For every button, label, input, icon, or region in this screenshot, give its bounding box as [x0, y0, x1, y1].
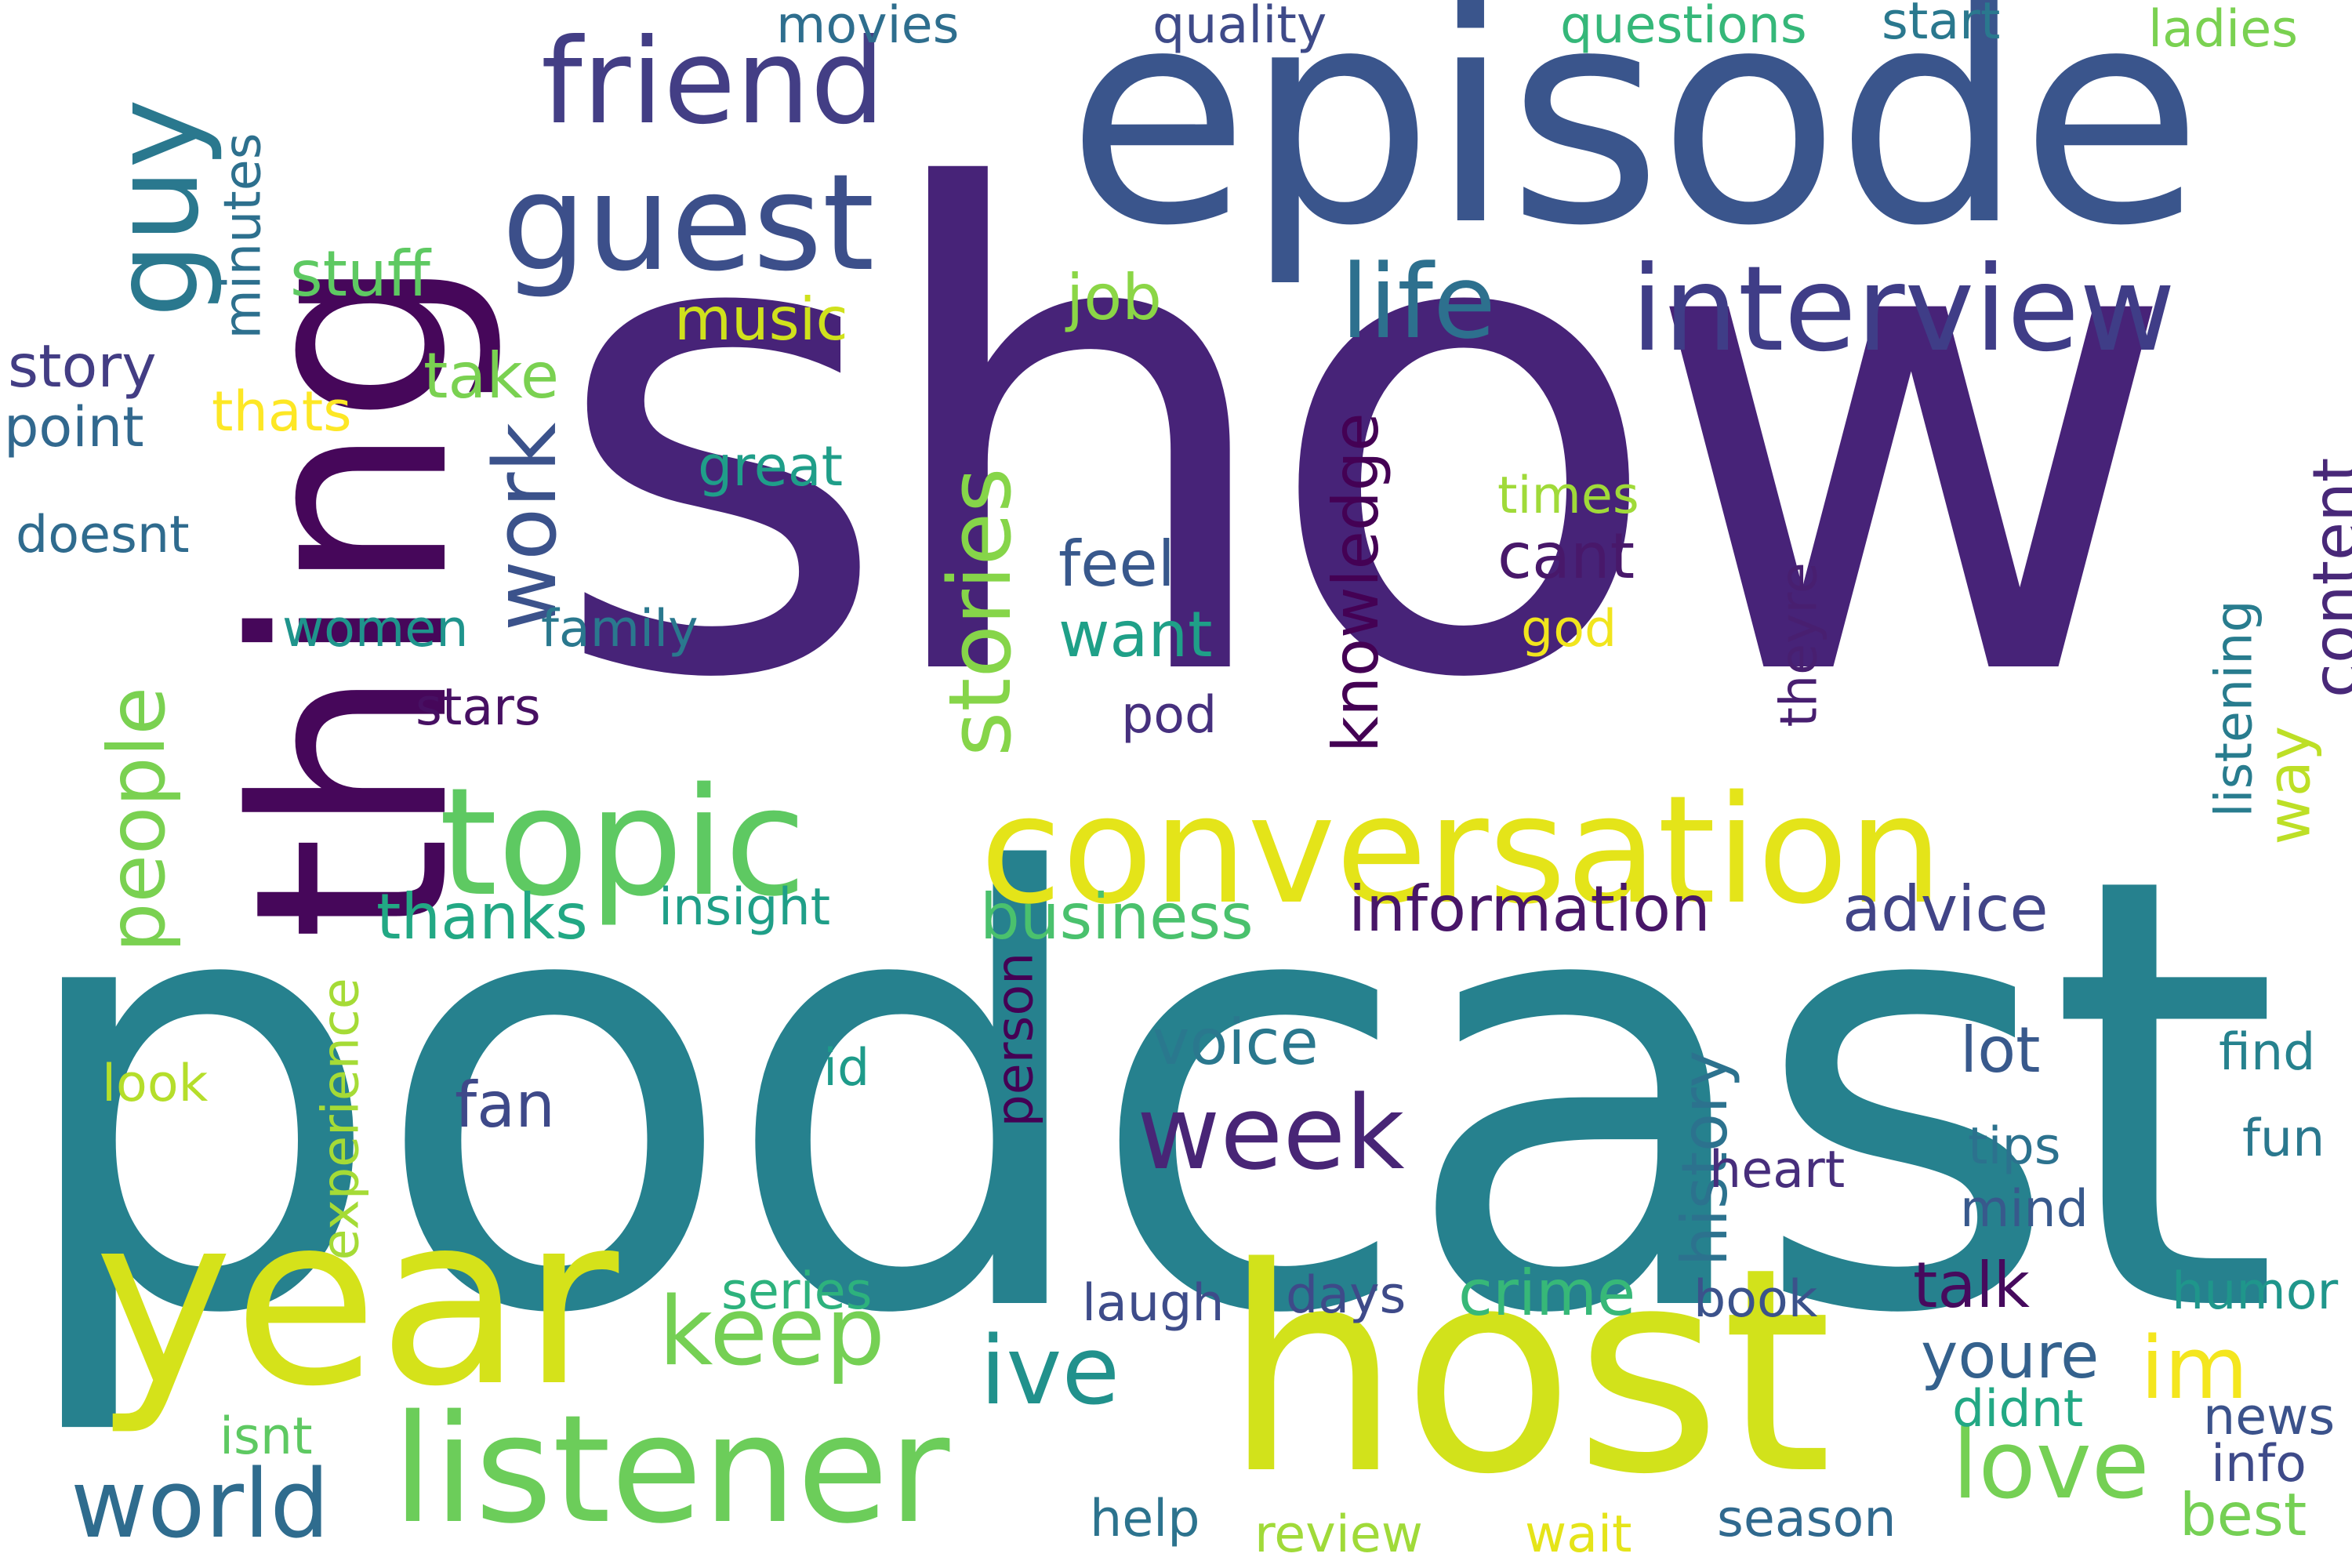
word-business: business [980, 880, 1254, 953]
word-info: info [2211, 1435, 2307, 1494]
word-im: im [2140, 1318, 2249, 1418]
word-show: show [549, 56, 2180, 822]
word-host: host [1223, 1207, 1833, 1536]
word-movies: movies [776, 0, 960, 55]
word-times: times [1497, 466, 1639, 525]
word-work: work [475, 422, 575, 631]
word-minutes: minutes [213, 132, 273, 339]
word-questions: questions [1560, 0, 1807, 55]
word-want: want [1058, 598, 1213, 671]
word-youre: youre [1921, 1319, 2100, 1392]
word-stars: stars [416, 678, 541, 737]
word-music: music [674, 285, 848, 354]
word-laugh: laugh [1082, 1274, 1225, 1333]
word-fun: fun [2242, 1109, 2325, 1168]
word-voice: voice [1152, 1006, 1319, 1079]
word-love: love [1952, 1411, 2150, 1520]
word-humor: humor [2172, 1262, 2339, 1321]
word-friend: friend [541, 14, 885, 151]
word-women: women [282, 600, 469, 659]
word-episode: episode [1066, 0, 2203, 291]
word-theyre: theyre [1769, 562, 1829, 728]
word-look: look [102, 1054, 209, 1113]
word-god: god [1521, 600, 1617, 659]
word-crime: crime [1458, 1257, 1636, 1330]
word-thanks: thanks [376, 880, 588, 953]
word-fan: fan [455, 1069, 555, 1142]
word-content: content [2299, 457, 2352, 698]
word-story: story [8, 332, 157, 401]
word-podcast: podcast [8, 751, 2281, 1444]
word-stuff: stuff [290, 238, 430, 310]
word-find: find [2219, 1023, 2316, 1082]
word-wait: wait [1525, 1505, 1632, 1564]
word-didnt: didnt [1952, 1380, 2084, 1439]
word-history: history [1668, 1050, 1741, 1266]
word-news: news [2203, 1388, 2336, 1446]
word-series: series [721, 1262, 873, 1321]
word-year: year [94, 1164, 619, 1438]
word-family: family [541, 600, 699, 659]
word-ive: ive [980, 1317, 1120, 1426]
word-knowledge: knowledge [1319, 412, 1392, 753]
word-take: take [423, 339, 560, 412]
word-people: people [91, 687, 183, 953]
word-ladies: ladies [2148, 0, 2299, 59]
word-job: job [1066, 261, 1162, 334]
word-season: season [1717, 1490, 1896, 1548]
word-thats: thats [212, 379, 352, 444]
word-person: person [985, 952, 1045, 1127]
word-insight: insight [659, 878, 831, 937]
word-talk: talk [1913, 1249, 2030, 1322]
word-listening: listening [2205, 600, 2264, 818]
word-keep: keep [659, 1278, 886, 1387]
word-days: days [1286, 1266, 1406, 1325]
word-tips: tips [1968, 1117, 2061, 1176]
word-listener: listener [392, 1383, 950, 1556]
word-cant: cant [1497, 520, 1635, 593]
word-pod: pod [1121, 686, 1218, 745]
word-help: help [1090, 1490, 1200, 1548]
word-point: point [4, 395, 144, 459]
word-topic: topic [439, 756, 807, 929]
word-world: world [71, 1450, 330, 1559]
word-isnt: isnt [220, 1407, 313, 1466]
word-book: book [1693, 1270, 1818, 1329]
word-start: start [1882, 0, 2001, 51]
word-guest: guest [502, 146, 875, 301]
word-week: week [1137, 1073, 1405, 1192]
word-interview: interview [1631, 241, 2176, 378]
word-life: life [1341, 242, 1496, 361]
word-feel: feel [1058, 528, 1175, 601]
word-heart: heart [1709, 1141, 1846, 1200]
word-conversation: conversation [980, 764, 1943, 937]
word-doesnt: doesnt [16, 506, 190, 564]
word-information: information [1348, 873, 1711, 946]
word-quality: quality [1152, 0, 1327, 55]
word-advice: advice [1842, 873, 2049, 946]
word-experience: experience [311, 978, 371, 1261]
word-review: review [1254, 1505, 1423, 1564]
word-way: way [2254, 725, 2324, 845]
word-lot: lot [1960, 1014, 2041, 1087]
word-stories: stories [930, 467, 1030, 757]
word-mind: mind [1960, 1180, 2089, 1239]
word-guy: guy [89, 98, 225, 318]
word-best: best [2180, 1480, 2307, 1549]
word-id: id [823, 1039, 870, 1098]
word-great: great [698, 434, 844, 499]
